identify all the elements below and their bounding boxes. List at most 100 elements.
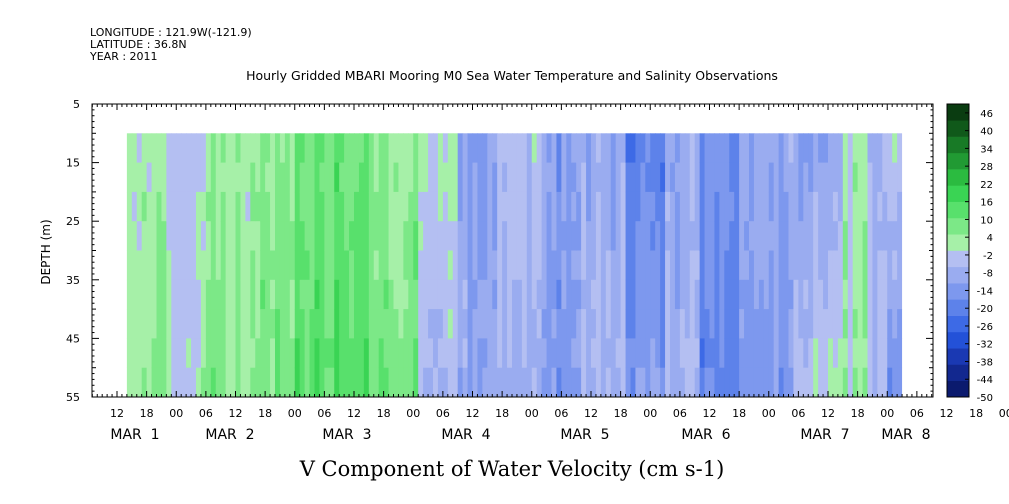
heatmap-cell bbox=[314, 367, 321, 398]
heatmap-cell bbox=[689, 191, 696, 222]
heatmap-cell bbox=[551, 338, 558, 369]
heatmap-cell bbox=[309, 309, 316, 339]
heatmap-cell bbox=[516, 338, 523, 369]
heatmap-cell bbox=[605, 279, 612, 310]
heatmap-cell bbox=[289, 338, 296, 369]
heatmap-cell bbox=[230, 279, 237, 310]
heatmap-cell bbox=[753, 221, 760, 251]
heatmap-cell bbox=[418, 133, 424, 163]
heatmap-cell bbox=[832, 309, 839, 339]
heatmap-cell bbox=[363, 309, 370, 339]
heatmap-cell bbox=[625, 191, 632, 222]
heatmap-cell bbox=[284, 162, 291, 193]
heatmap-cell bbox=[724, 338, 730, 369]
heatmap-cell bbox=[275, 221, 281, 251]
heatmap-cell bbox=[507, 133, 513, 163]
heatmap-cell bbox=[423, 162, 429, 193]
heatmap-cell bbox=[191, 250, 197, 281]
heatmap-cell bbox=[442, 279, 449, 310]
heatmap-cell bbox=[719, 338, 725, 369]
heatmap-cell bbox=[758, 221, 765, 251]
heatmap-cell bbox=[581, 162, 587, 193]
heatmap-cell bbox=[645, 133, 651, 163]
heatmap-cell bbox=[591, 367, 597, 398]
heatmap-cell bbox=[368, 367, 375, 398]
heatmap-cell bbox=[595, 162, 602, 193]
heatmap-cell bbox=[625, 133, 632, 163]
heatmap-cell bbox=[171, 221, 177, 251]
heatmap-cell bbox=[744, 133, 750, 163]
heatmap-cell bbox=[793, 250, 799, 281]
heatmap-cell bbox=[566, 367, 572, 398]
colorbar-swatch bbox=[947, 169, 969, 186]
heatmap-cell bbox=[591, 133, 597, 163]
heatmap-cell bbox=[423, 338, 429, 369]
heatmap-cell bbox=[546, 338, 553, 369]
heatmap-cell bbox=[897, 221, 903, 251]
heatmap-cell bbox=[413, 279, 419, 310]
heatmap-cell bbox=[487, 367, 493, 398]
heatmap-cell bbox=[660, 309, 666, 339]
heatmap-cell bbox=[625, 162, 632, 193]
heatmap-cell bbox=[689, 279, 696, 310]
heatmap-cell bbox=[778, 309, 785, 339]
heatmap-cell bbox=[131, 133, 138, 163]
heatmap-cell bbox=[749, 338, 755, 369]
heatmap-cell bbox=[665, 309, 671, 339]
heatmap-cell bbox=[413, 250, 419, 281]
heatmap-cell bbox=[591, 162, 597, 193]
heatmap-cell bbox=[773, 191, 780, 222]
heatmap-cell bbox=[837, 367, 844, 398]
heatmap-cell bbox=[512, 162, 518, 193]
heatmap-cell bbox=[156, 162, 163, 193]
heatmap-cell bbox=[674, 309, 681, 339]
heatmap-cell bbox=[447, 250, 454, 281]
heatmap-cell bbox=[714, 309, 720, 339]
heatmap-cell bbox=[275, 279, 281, 310]
heatmap-cell bbox=[507, 221, 513, 251]
heatmap-cell bbox=[161, 338, 167, 369]
heatmap-cell bbox=[319, 279, 325, 310]
heatmap-cell bbox=[284, 309, 291, 339]
heatmap-cell bbox=[684, 250, 691, 281]
heatmap-cell bbox=[423, 367, 429, 398]
colorbar-label: -8 bbox=[983, 269, 993, 280]
heatmap-cell bbox=[418, 250, 424, 281]
heatmap-cell bbox=[645, 279, 651, 310]
heatmap-cell bbox=[512, 338, 518, 369]
heatmap-cell bbox=[260, 279, 266, 310]
heatmap-cell bbox=[783, 221, 790, 251]
heatmap-cell bbox=[749, 133, 755, 163]
heatmap-cell bbox=[354, 338, 360, 369]
heatmap-cell bbox=[561, 133, 567, 163]
heatmap-cell bbox=[778, 162, 785, 193]
heatmap-cell bbox=[541, 191, 548, 222]
heatmap-cell bbox=[837, 221, 844, 251]
heatmap-cell bbox=[270, 191, 276, 222]
heatmap-cell bbox=[497, 309, 503, 339]
heatmap-cell bbox=[413, 162, 419, 193]
heatmap-cell bbox=[507, 338, 513, 369]
heatmap-cell bbox=[670, 338, 676, 369]
heatmap-cell bbox=[383, 250, 390, 281]
heatmap-cell bbox=[620, 191, 627, 222]
heatmap-cell bbox=[487, 133, 493, 163]
heatmap-cell bbox=[763, 367, 770, 398]
heatmap-cell bbox=[255, 367, 261, 398]
heatmap-cell bbox=[136, 133, 143, 163]
heatmap-cell bbox=[541, 221, 548, 251]
heatmap-cell bbox=[605, 250, 612, 281]
heatmap-cell bbox=[591, 191, 597, 222]
heatmap-cell bbox=[882, 162, 888, 193]
heatmap-cell bbox=[324, 250, 330, 281]
heatmap-cell bbox=[467, 221, 474, 251]
heatmap-cell bbox=[744, 309, 750, 339]
heatmap-cell bbox=[279, 250, 286, 281]
heatmap-cell bbox=[724, 191, 730, 222]
heatmap-cell bbox=[250, 250, 256, 281]
heatmap-cell bbox=[724, 309, 730, 339]
heatmap-cell bbox=[462, 250, 469, 281]
heatmap-cell bbox=[378, 191, 385, 222]
heatmap-cell bbox=[832, 162, 839, 193]
colorbar-swatch bbox=[947, 331, 969, 349]
